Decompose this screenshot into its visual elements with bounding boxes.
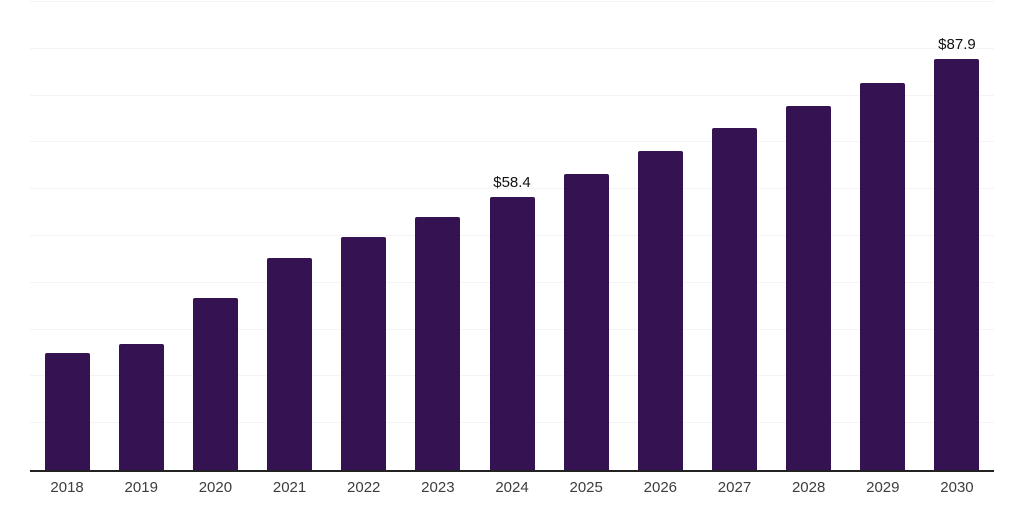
bars: $58.4 $87.9 [30,2,994,470]
gridline [30,94,994,96]
bar-slot: $58.4 [475,2,549,470]
bar-slot [401,2,475,470]
x-tick-label: 2028 [791,479,826,496]
bar-2028 [786,106,832,470]
bar-2027 [711,128,757,470]
x-tick-label: 2021 [272,479,307,496]
bar-2020 [192,298,238,470]
bar-slot [697,2,771,470]
bar-slot [30,2,104,470]
x-tick-label: 2030 [940,479,974,496]
x-axis-labels: 2018 2019 2020 2021 2022 2023 2024 2025 2026 2027… [30,479,994,497]
plot-area: $58.4 $87.9 [30,1,994,472]
x-tick-label: 2024 [495,479,529,496]
bar-2023 [415,217,461,470]
gridline [30,188,994,190]
bar-value-label: $58.4 [493,173,531,191]
x-tick-label: 2025 [569,479,603,496]
x-tick-label: 2018 [50,479,84,496]
bar-2022 [341,237,387,470]
x-tick-label: 2029 [866,479,900,496]
bar-2021 [267,257,313,470]
bar-slot [772,2,846,470]
x-tick-label: 2027 [717,479,752,496]
bar-2018 [44,352,90,470]
x-tick-label: 2026 [643,479,678,496]
bar-slot [623,2,697,470]
bar-slot [252,2,326,470]
bar-2030 [934,58,980,470]
bar-slot [549,2,623,470]
x-tick-label: 2020 [198,479,233,496]
bar-2024 [489,196,535,470]
bar-slot [104,2,178,470]
bar-value-label: $87.9 [938,35,976,53]
bar-slot: $87.9 [920,2,994,470]
gridline [30,141,994,143]
bar-2029 [860,83,906,470]
bar-2025 [563,173,609,470]
gridline [30,1,994,2]
bar-slot [327,2,401,470]
x-tick-label: 2023 [421,479,455,496]
bar-slot [178,2,252,470]
bar-slot [846,2,920,470]
gridline [30,47,994,49]
x-tick-label: 2022 [347,479,381,496]
bar-2026 [637,151,683,470]
bar-2019 [118,343,164,470]
x-tick-label: 2019 [124,479,158,496]
